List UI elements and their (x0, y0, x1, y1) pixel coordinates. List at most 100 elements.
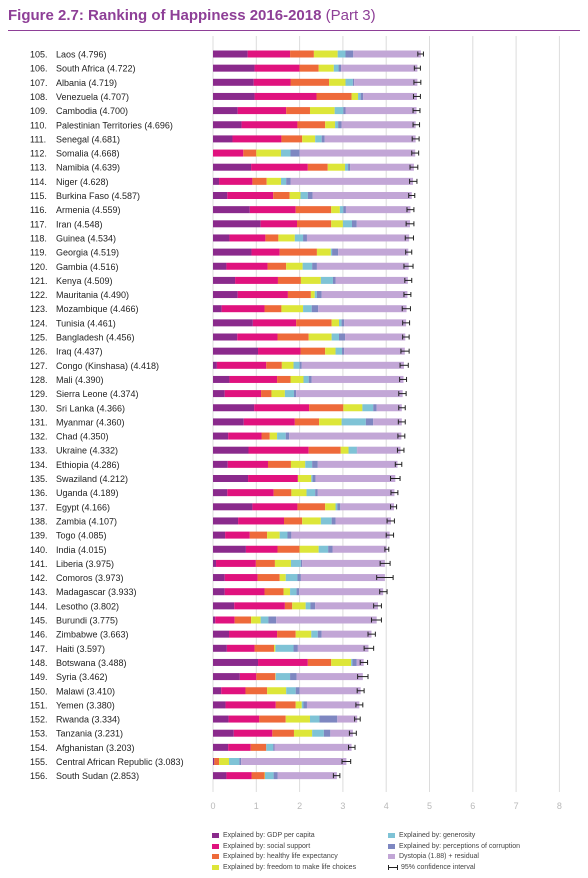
bar-segment-freedom (274, 559, 291, 567)
bar-segment-health (267, 262, 287, 270)
country-row: 145. Burundi (3.775) (30, 616, 382, 626)
rank-label: 132. (30, 432, 48, 442)
bar-segment-freedom (300, 276, 321, 284)
country-row: 138. Zambia (4.107) (30, 516, 395, 526)
bar-segment-corruption (331, 517, 336, 525)
bar-segment-corruption (343, 107, 346, 115)
country-label: Namibia (4.639) (56, 163, 120, 173)
bar-segment-freedom (343, 404, 363, 412)
bar-segment-health (256, 673, 276, 681)
country-row: 146. Zimbabwe (3.663) (30, 630, 376, 640)
bar-segment-corruption (287, 531, 292, 539)
country-row: 124. Tunisia (4.461) (30, 318, 411, 328)
bar-segment-gdp (213, 772, 227, 780)
country-row: 114. Niger (4.628) (30, 177, 418, 187)
rank-label: 124. (30, 318, 48, 328)
bar-segment-social (237, 107, 287, 115)
rank-label: 138. (30, 516, 48, 526)
bar-segment-gdp (213, 574, 225, 582)
rank-label: 116. (30, 205, 47, 215)
country-row: 107. Albania (4.719) (30, 78, 422, 88)
bar-segment-dystopia (344, 347, 405, 355)
bar-segment-corruption (295, 687, 300, 695)
bar-segment-gdp (213, 347, 259, 355)
country-label: Bangladesh (4.456) (56, 333, 135, 343)
legend-label: Explained by: social support (223, 842, 311, 850)
bar-segment-generosity (293, 361, 300, 369)
bar-segment-gdp (213, 305, 222, 313)
bar-segment-social (229, 234, 266, 242)
country-row: 134. Ethiopia (4.286) (30, 460, 403, 470)
bar-segment-generosity (320, 517, 332, 525)
bar-segment-dystopia (312, 192, 412, 199)
country-row: 113. Namibia (4.639) (30, 163, 419, 173)
bar-segment-freedom (285, 715, 310, 723)
bar-segment-social (226, 644, 255, 652)
country-row: 147. Haiti (3.597) (30, 644, 375, 654)
bar-segment-generosity (320, 276, 333, 284)
rank-label: 151. (30, 700, 48, 710)
country-label: Sierra Leone (4.374) (56, 389, 139, 399)
rank-label: 145. (30, 616, 48, 626)
bar-segment-freedom (340, 446, 349, 454)
bar-segment-dystopia (317, 460, 398, 468)
rank-label: 120. (30, 262, 48, 272)
bar-segment-freedom (281, 361, 294, 369)
bar-segment-corruption (307, 192, 313, 199)
bar-segment-social (239, 673, 257, 681)
bar-segment-corruption (348, 163, 351, 171)
bar-segment-generosity (284, 390, 294, 398)
bar-segment-health (297, 220, 332, 228)
bar-segment-generosity (264, 772, 274, 780)
bar-segment-social (227, 192, 274, 199)
bar-segment-gdp (213, 687, 222, 695)
bar-segment-generosity (306, 489, 316, 497)
country-label: Mauritania (4.490) (56, 290, 129, 300)
bar-segment-corruption (303, 701, 307, 709)
bar-segment-freedom (329, 78, 346, 86)
country-row: 155. Central African Republic (3.083) (30, 757, 352, 767)
rank-label: 137. (30, 502, 48, 512)
country-label: Guinea (4.534) (56, 233, 116, 243)
bar-segment-health (307, 163, 328, 171)
legend-swatch (388, 854, 395, 859)
country-row: 133. Ukraine (4.332) (30, 446, 405, 456)
bar-segment-social (243, 418, 295, 426)
bar-segment-social (213, 149, 244, 157)
bar-segment-social (228, 432, 262, 440)
country-row: 112. Somalia (4.668) (30, 149, 420, 159)
bar-segment-freedom (267, 531, 280, 539)
bar-segment-health (245, 687, 268, 695)
bar-segment-social (226, 262, 268, 270)
bar-segment-social (247, 50, 291, 58)
x-axis: 0 1 2 3 4 5 6 7 8 (210, 801, 561, 811)
country-row: 132. Chad (4.350) (30, 432, 406, 442)
bar-segment-health (234, 616, 252, 624)
bar-segment-generosity (345, 163, 349, 171)
bar-segment-corruption (321, 135, 325, 143)
bar-segment-health (300, 347, 326, 355)
legend-swatch (388, 843, 395, 849)
rank-label: 121. (30, 276, 48, 286)
bar-segment-health (266, 361, 282, 369)
bar-segment-dystopia (340, 503, 394, 511)
bar-segment-corruption (365, 418, 374, 426)
bar-segment-dystopia (318, 305, 407, 313)
legend-item-ci: 95% confidence interval (388, 864, 475, 871)
country-label: Chad (4.350) (56, 432, 109, 442)
bar-segment-social (228, 743, 251, 751)
bar-segment-dystopia (353, 50, 421, 58)
bar-segment-health (287, 291, 311, 299)
country-row: 126. Iraq (4.437) (30, 347, 410, 357)
bar-segment-generosity (339, 319, 342, 327)
rank-label: 108. (30, 92, 48, 102)
rank-label: 127. (30, 361, 48, 371)
country-label: Comoros (3.973) (56, 573, 124, 583)
bar-segment-social (216, 361, 267, 369)
bar-segment-gdp (213, 418, 244, 426)
legend-item-corruption: Explained by: perceptions of corruption (388, 843, 520, 850)
bar-segment-corruption (300, 559, 303, 567)
bar-segment-gdp (213, 616, 216, 624)
bar-segment-generosity (351, 658, 353, 666)
chart-title-main: Figure 2.7: Ranking of Happiness 2016-20… (8, 7, 322, 24)
